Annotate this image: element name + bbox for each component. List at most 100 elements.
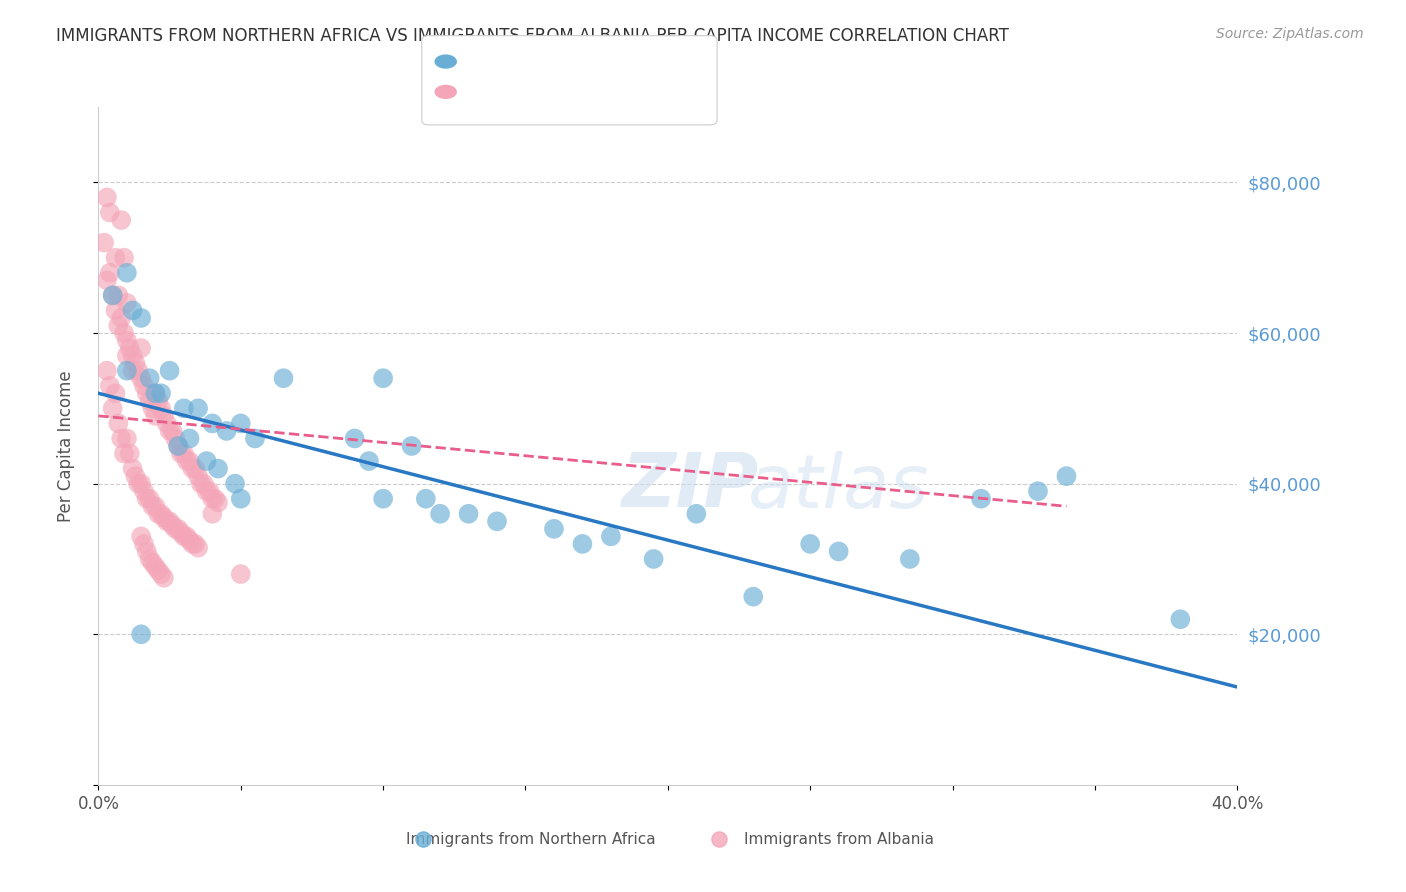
Point [153, 510, 176, 524]
Point [343, 432, 366, 446]
Point [176, 529, 198, 543]
Text: 45: 45 [598, 53, 619, 67]
Point [115, 432, 138, 446]
Point [229, 491, 252, 506]
Point [181, 461, 204, 475]
Point [543, 522, 565, 536]
Point [170, 446, 193, 460]
Text: -0.302: -0.302 [499, 83, 554, 97]
Point [138, 552, 160, 566]
Point [101, 288, 124, 302]
Point [107, 318, 129, 333]
Point [457, 507, 479, 521]
Point [112, 446, 135, 460]
Point [107, 417, 129, 431]
Point [96, 364, 118, 378]
Point [571, 537, 593, 551]
Point [148, 393, 170, 408]
Point [148, 563, 170, 577]
Point [970, 491, 993, 506]
Text: ZIP: ZIP [621, 450, 759, 524]
Text: R =: R = [467, 53, 501, 67]
Point [229, 567, 252, 582]
Point [201, 417, 224, 431]
Point [201, 491, 224, 506]
Point [110, 213, 132, 227]
Point [104, 251, 127, 265]
Point [165, 432, 187, 446]
Point [162, 424, 184, 438]
Point [179, 454, 201, 468]
Point [145, 559, 167, 574]
Point [373, 491, 395, 506]
Point [104, 386, 127, 401]
Point [145, 386, 167, 401]
Point [179, 432, 201, 446]
Point [173, 401, 195, 416]
Text: atlas: atlas [748, 450, 929, 523]
Text: Immigrants from Albania: Immigrants from Albania [744, 831, 934, 847]
Point [165, 522, 187, 536]
Point [141, 556, 163, 570]
Point [115, 266, 138, 280]
Point [107, 288, 129, 302]
Point [195, 454, 218, 468]
Point [401, 439, 423, 453]
Text: 98: 98 [598, 83, 619, 97]
Point [187, 469, 209, 483]
Point [121, 364, 143, 378]
Point [156, 514, 179, 528]
Point [118, 341, 141, 355]
Point [224, 476, 246, 491]
Point [898, 552, 921, 566]
Point [129, 371, 152, 385]
Point [121, 461, 143, 475]
Point [138, 371, 160, 385]
Point [115, 364, 138, 378]
Point [184, 461, 207, 475]
Point [132, 378, 155, 392]
Point [148, 507, 170, 521]
Point [1056, 469, 1078, 483]
Point [129, 310, 152, 325]
Point [184, 537, 207, 551]
Point [98, 205, 121, 219]
Point [167, 439, 190, 453]
Point [159, 424, 181, 438]
Point [98, 266, 121, 280]
Point [141, 401, 163, 416]
Point [229, 417, 252, 431]
Text: IMMIGRANTS FROM NORTHERN AFRICA VS IMMIGRANTS FROM ALBANIA PER CAPITA INCOME COR: IMMIGRANTS FROM NORTHERN AFRICA VS IMMIG… [56, 27, 1010, 45]
Point [159, 514, 181, 528]
Point [207, 495, 229, 509]
Point [150, 401, 173, 416]
Point [110, 310, 132, 325]
Point [181, 537, 204, 551]
Text: Source: ZipAtlas.com: Source: ZipAtlas.com [1216, 27, 1364, 41]
Point [600, 529, 623, 543]
Point [187, 401, 209, 416]
Point [415, 491, 437, 506]
Point [150, 386, 173, 401]
Point [127, 476, 149, 491]
Point [115, 334, 138, 348]
Text: Immigrants from Northern Africa: Immigrants from Northern Africa [406, 831, 657, 847]
Point [115, 349, 138, 363]
Text: N =: N = [567, 53, 600, 67]
Point [273, 371, 295, 385]
Point [145, 386, 167, 401]
Point [145, 409, 167, 423]
Point [129, 627, 152, 641]
Point [685, 507, 707, 521]
Text: N =: N = [567, 83, 600, 97]
Point [135, 544, 157, 558]
Point [1170, 612, 1192, 626]
Point [132, 484, 155, 499]
Point [124, 469, 146, 483]
Point [215, 424, 238, 438]
Point [93, 235, 115, 250]
Point [207, 461, 229, 475]
Point [179, 533, 201, 548]
Point [112, 326, 135, 340]
Point [101, 288, 124, 302]
